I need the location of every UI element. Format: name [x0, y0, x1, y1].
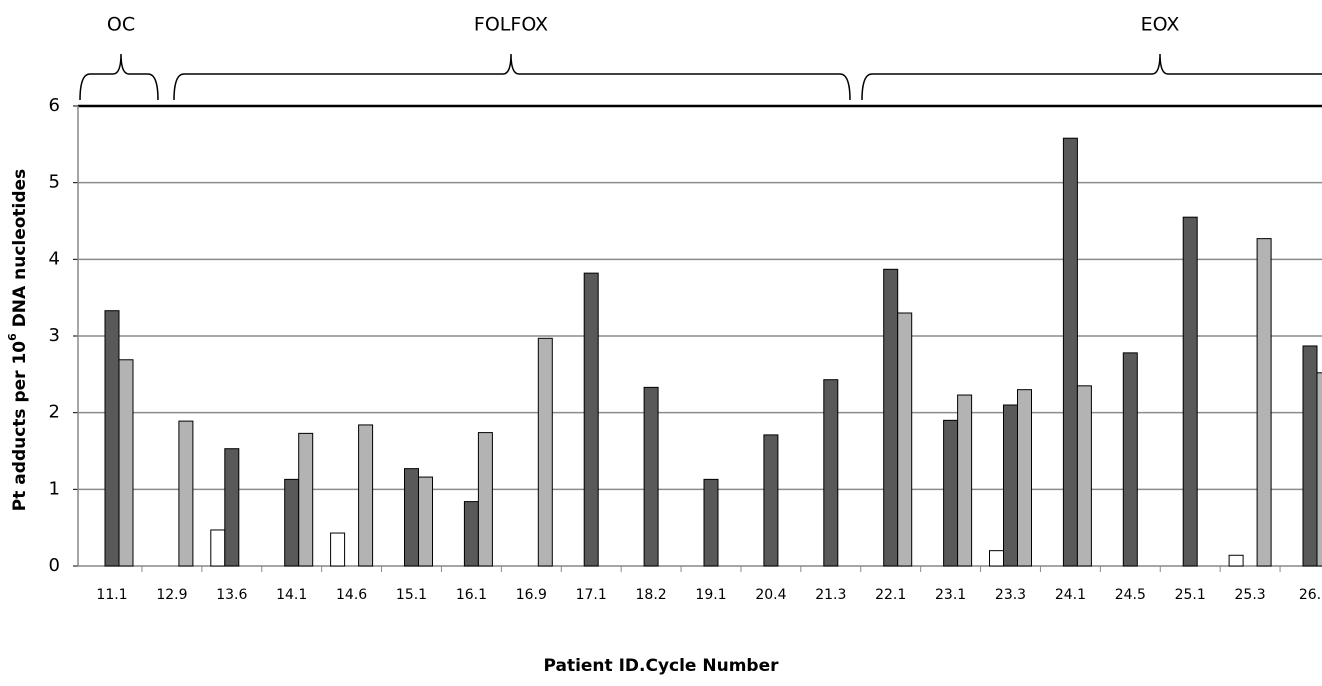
bar [1122, 352, 1138, 567]
bar [477, 432, 493, 567]
bar [224, 448, 240, 567]
bar [989, 550, 1004, 567]
group-label: EOX [1141, 14, 1180, 36]
y-tick-label: 1 [49, 478, 60, 499]
y-label-part: DNA nucleotides [10, 169, 30, 333]
y-tick-label: 0 [49, 555, 60, 576]
bar [298, 432, 314, 567]
bar [883, 268, 899, 567]
bar [703, 478, 719, 567]
y-tick-label: 2 [49, 402, 60, 423]
bar [210, 529, 226, 567]
bar [330, 532, 346, 567]
y-label-part: Pt adducts per 10 [10, 341, 30, 511]
bar [1062, 137, 1078, 567]
y-tick-label: 5 [49, 172, 60, 193]
bar [404, 468, 419, 567]
y-tick-label: 4 [49, 248, 60, 269]
bar [943, 419, 959, 567]
bar [897, 312, 913, 567]
x-tick-label: 24.5 [1115, 587, 1146, 603]
bar [418, 476, 433, 567]
bar [1302, 345, 1318, 567]
x-tick-label: 11.1 [96, 587, 127, 603]
x-tick-label: 13.6 [216, 587, 247, 603]
bar [463, 501, 479, 567]
x-tick-label: 25.3 [1235, 587, 1266, 603]
x-tick-label: 23.3 [995, 587, 1026, 603]
x-tick-label: 12.9 [156, 587, 187, 603]
bar [358, 424, 374, 567]
x-tick-label: 19.1 [695, 587, 726, 603]
group-brace [79, 53, 159, 101]
x-tick-label: 20.4 [755, 587, 786, 603]
x-tick-label: 25.1 [1175, 587, 1206, 603]
bar [583, 272, 599, 567]
bar [643, 386, 659, 567]
y-axis-label: Pt adducts per 106 DNA nucleotides [6, 169, 30, 511]
bar [1228, 554, 1244, 567]
x-tick-label: 16.1 [456, 587, 487, 603]
bar [823, 379, 839, 567]
x-tick-label: 21.3 [815, 587, 846, 603]
bar [537, 337, 553, 567]
y-label-sup: 6 [6, 333, 19, 341]
x-tick-label: 15.1 [396, 587, 427, 603]
x-tick-label: 22.1 [875, 587, 906, 603]
bar [284, 478, 300, 567]
bar [1017, 389, 1032, 567]
bar [1316, 372, 1322, 567]
group-brace [173, 53, 851, 101]
bar [957, 394, 973, 567]
group-label: FOLFOX [474, 14, 548, 36]
bar [118, 359, 134, 567]
y-tick-label: 6 [49, 95, 60, 116]
x-tick-label: 14.1 [276, 587, 307, 603]
bar [1003, 404, 1018, 567]
group-brace [861, 53, 1322, 101]
bar [178, 420, 194, 567]
x-axis-label: Patient ID.Cycle Number [543, 656, 779, 676]
x-tick-label: 23.1 [935, 587, 966, 603]
bar [1256, 238, 1272, 567]
x-tick-label: 26. [1299, 587, 1321, 603]
x-tick-label: 14.6 [336, 587, 367, 603]
y-tick-label: 3 [49, 325, 60, 346]
bar [104, 310, 120, 567]
x-tick-label: 16.9 [516, 587, 547, 603]
bar [1182, 216, 1198, 567]
x-tick-label: 24.1 [1055, 587, 1086, 603]
x-tick-label: 17.1 [576, 587, 607, 603]
x-tick-label: 18.2 [636, 587, 667, 603]
bar [1076, 385, 1092, 567]
bar [763, 434, 779, 567]
group-label: OC [107, 14, 135, 36]
